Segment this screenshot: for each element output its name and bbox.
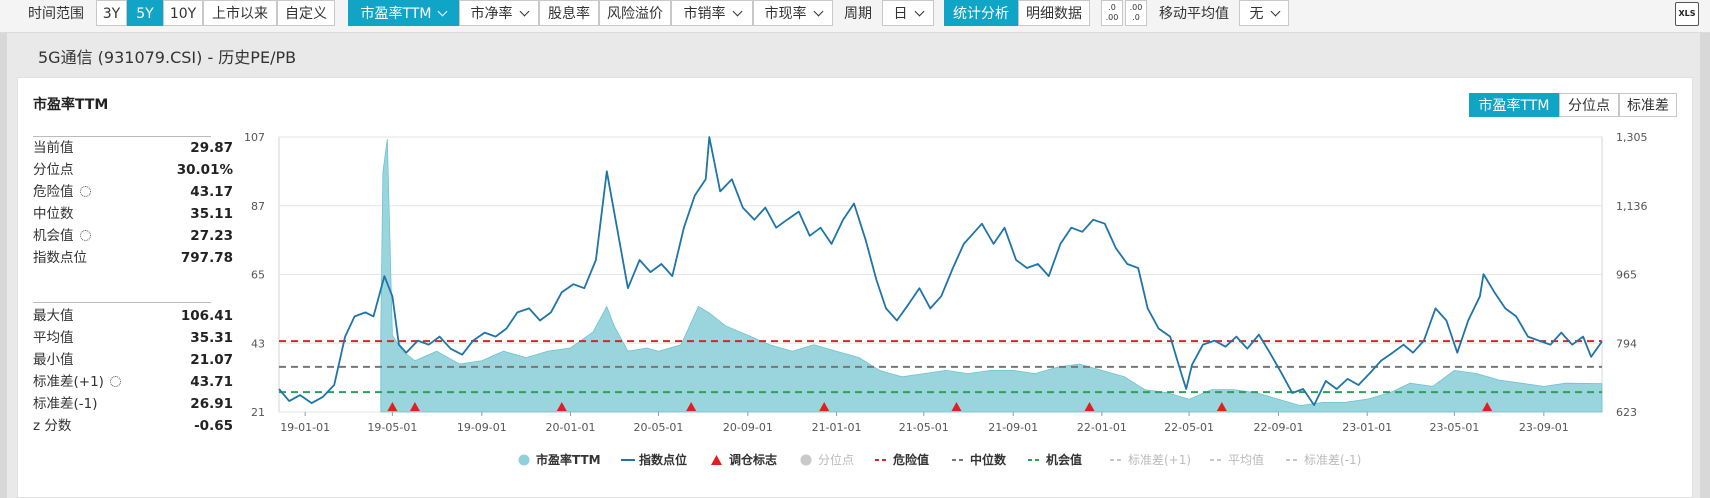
stats-divider — [33, 136, 211, 137]
stat-value: 106.41 — [180, 308, 233, 324]
metric-pb-dropdown[interactable]: 市净率 — [459, 0, 539, 26]
stat-value: 27.23 — [190, 228, 233, 244]
metric-risk-premium-button[interactable]: 风险溢价 — [599, 0, 671, 26]
stat-row: 平均值 35.31 — [33, 328, 233, 348]
range-since-listing-button[interactable]: 上市以来 — [203, 0, 277, 26]
stat-row: 机会值 27.23 — [33, 226, 233, 246]
moving-average-select[interactable]: 无 — [1239, 0, 1289, 26]
decrease-decimal-icon[interactable]: .00 .0 — [1125, 0, 1147, 26]
range-custom-button[interactable]: 自定义 — [277, 0, 335, 26]
stat-label: 机会值 — [33, 226, 91, 246]
moving-average-value: 无 — [1249, 6, 1264, 22]
metric-pcf-dropdown[interactable]: 市现率 — [753, 0, 833, 26]
stat-row: 最大值 106.41 — [33, 306, 233, 326]
stat-value: -0.65 — [194, 418, 233, 434]
metric-dividend-yield-button[interactable]: 股息率 — [539, 0, 599, 26]
stat-label: 中位数 — [33, 206, 74, 222]
chevron-down-icon — [732, 6, 742, 17]
stat-row: 分位点 30.01% — [33, 160, 233, 180]
range-10y-button[interactable]: 10Y — [163, 0, 203, 26]
page-title: 5G通信 (931079.CSI) - 历史PE/PB — [38, 48, 297, 67]
mode-detail-data-button[interactable]: 明细数据 — [1018, 0, 1090, 26]
stat-value: 43.17 — [190, 184, 233, 200]
increase-decimal-icon[interactable]: .0 .00 — [1101, 0, 1123, 26]
chevron-down-icon — [1270, 6, 1280, 17]
stat-row: z 分数 -0.65 — [33, 416, 233, 436]
stat-label: 标准差(-1) — [33, 396, 98, 412]
gear-icon[interactable] — [79, 230, 91, 241]
metric-pcf-label: 市现率 — [764, 6, 807, 22]
stat-value: 43.71 — [190, 374, 233, 390]
stat-label: 最大值 — [33, 308, 74, 324]
panel-title: 市盈率TTM — [33, 97, 109, 113]
toggle-pe-ttm[interactable]: 市盈率TTM — [1469, 93, 1559, 117]
period-label: 周期 — [844, 6, 872, 22]
stat-row: 危险值 43.17 — [33, 182, 233, 202]
stat-row: 中位数 35.11 — [33, 204, 233, 224]
stat-label: 标准差(+1) — [33, 372, 121, 392]
metric-pb-label: 市净率 — [470, 6, 513, 22]
range-3y-button[interactable]: 3Y — [96, 0, 127, 26]
metric-pe-ttm-dropdown[interactable]: 市盈率TTM — [348, 0, 459, 26]
stat-label: 指数点位 — [33, 250, 87, 266]
stat-row: 最小值 21.07 — [33, 350, 233, 370]
gear-icon[interactable] — [109, 376, 121, 387]
stat-row: 标准差(+1) 43.71 — [33, 372, 233, 392]
chevron-down-icon — [438, 6, 448, 17]
export-excel-icon[interactable]: XLS — [1675, 2, 1699, 26]
stat-value: 30.01% — [176, 162, 233, 178]
metric-ps-label: 市销率 — [683, 6, 726, 22]
stat-value: 21.07 — [190, 352, 233, 368]
gear-icon[interactable] — [79, 186, 91, 197]
stat-value: 29.87 — [190, 140, 233, 156]
stat-label: 分位点 — [33, 162, 74, 178]
stats-divider — [33, 302, 211, 303]
period-value: 日 — [893, 6, 908, 22]
stat-label: 最小值 — [33, 352, 74, 368]
toolbar: 时间范围 3Y 5Y 10Y 上市以来 自定义 市盈率TTM 市净率 股息率 风… — [0, 0, 1710, 33]
mode-statistics-button[interactable]: 统计分析 — [944, 0, 1018, 26]
period-select[interactable]: 日 — [882, 0, 934, 26]
moving-average-label: 移动平均值 — [1159, 6, 1229, 22]
stat-value: 35.11 — [190, 206, 233, 222]
stat-label: 平均值 — [33, 330, 74, 346]
right-scrollbar-track[interactable] — [1700, 33, 1710, 498]
stat-label: 危险值 — [33, 182, 91, 202]
chevron-down-icon — [813, 6, 823, 17]
stat-row: 指数点位 797.78 — [33, 248, 233, 268]
toggle-std-dev[interactable]: 标准差 — [1619, 93, 1677, 117]
left-gutter — [0, 33, 7, 498]
stat-value: 797.78 — [180, 250, 233, 266]
chart-panel — [17, 77, 1693, 498]
time-range-label: 时间范围 — [28, 6, 84, 22]
stat-value: 26.91 — [190, 396, 233, 412]
chevron-down-icon — [519, 6, 529, 17]
stat-label: 当前值 — [33, 140, 74, 156]
toggle-percentile[interactable]: 分位点 — [1559, 93, 1619, 117]
metric-ps-dropdown[interactable]: 市销率 — [671, 0, 753, 26]
stat-value: 35.31 — [190, 330, 233, 346]
stat-row: 标准差(-1) 26.91 — [33, 394, 233, 414]
stat-row: 当前值 29.87 — [33, 138, 233, 158]
metric-pe-ttm-label: 市盈率TTM — [360, 6, 432, 22]
range-5y-button[interactable]: 5Y — [127, 0, 163, 26]
stat-label: z 分数 — [33, 418, 72, 434]
chevron-down-icon — [914, 6, 924, 17]
